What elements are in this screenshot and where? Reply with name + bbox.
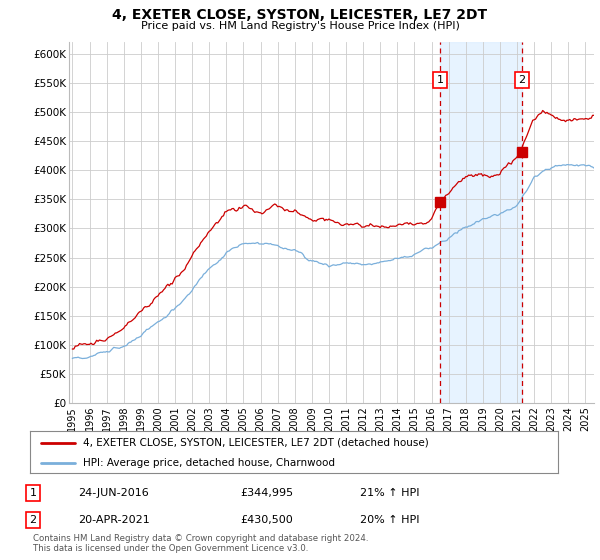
Text: 21% ↑ HPI: 21% ↑ HPI	[360, 488, 419, 498]
Text: 20% ↑ HPI: 20% ↑ HPI	[360, 515, 419, 525]
Text: Price paid vs. HM Land Registry's House Price Index (HPI): Price paid vs. HM Land Registry's House …	[140, 21, 460, 31]
Text: Contains HM Land Registry data © Crown copyright and database right 2024.
This d: Contains HM Land Registry data © Crown c…	[33, 534, 368, 553]
Text: £344,995: £344,995	[240, 488, 293, 498]
Text: 4, EXETER CLOSE, SYSTON, LEICESTER, LE7 2DT (detached house): 4, EXETER CLOSE, SYSTON, LEICESTER, LE7 …	[83, 437, 428, 447]
Text: 2: 2	[29, 515, 37, 525]
Text: £430,500: £430,500	[240, 515, 293, 525]
Text: 24-JUN-2016: 24-JUN-2016	[78, 488, 149, 498]
Text: 1: 1	[29, 488, 37, 498]
Text: 20-APR-2021: 20-APR-2021	[78, 515, 150, 525]
Text: 2: 2	[518, 75, 526, 85]
Text: HPI: Average price, detached house, Charnwood: HPI: Average price, detached house, Char…	[83, 458, 335, 468]
Text: 1: 1	[437, 75, 443, 85]
Bar	[440, 42, 522, 403]
Text: 4, EXETER CLOSE, SYSTON, LEICESTER, LE7 2DT: 4, EXETER CLOSE, SYSTON, LEICESTER, LE7 …	[112, 8, 488, 22]
